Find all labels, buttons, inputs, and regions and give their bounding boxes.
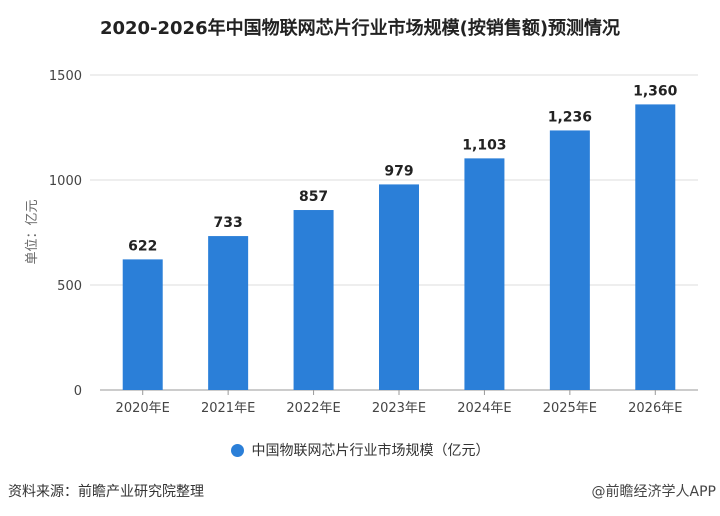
x-tick-label: 2024年E <box>457 401 511 416</box>
data-label: 733 <box>214 215 243 231</box>
legend-marker <box>230 444 244 457</box>
x-tick-label: 2020年E <box>116 401 170 416</box>
bar <box>122 259 163 390</box>
bar <box>464 158 505 390</box>
x-tick-label: 2021年E <box>201 401 255 416</box>
data-label: 857 <box>299 189 328 205</box>
bar-chart: 0 500 1000 1500 单位：亿元 622 2020年E 733 2021年E 857 20… <box>25 69 698 416</box>
y-tick-label: 1000 <box>49 174 82 189</box>
x-tick-label: 2022年E <box>286 401 340 416</box>
bar <box>208 236 249 390</box>
y-axis-label: 单位：亿元 <box>25 199 40 264</box>
data-label: 979 <box>384 163 413 179</box>
y-tick-label: 0 <box>74 384 82 399</box>
y-tick-label: 1500 <box>49 69 82 84</box>
x-tick-label: 2026年E <box>628 401 682 416</box>
data-label: 622 <box>128 238 157 254</box>
bar <box>379 184 419 390</box>
y-tick-label: 500 <box>57 279 82 294</box>
x-tick-label: 2023年E <box>372 401 426 416</box>
legend-label: 中国物联网芯片行业市场规模（亿元） <box>251 443 490 459</box>
data-label: 1,103 <box>462 137 506 153</box>
chart-title: 2020-2026年中国物联网芯片行业市场规模(按销售额)预测情况 <box>99 18 621 39</box>
credit: @前瞻经济学人APP <box>591 484 716 500</box>
x-tick-label: 2025年E <box>543 401 597 416</box>
bar <box>635 104 676 391</box>
bar <box>293 210 334 390</box>
legend: 中国物联网芯片行业市场规模（亿元） <box>0 440 720 460</box>
data-label: 1,360 <box>633 83 678 99</box>
data-label: 1,236 <box>548 109 592 125</box>
bar <box>549 130 590 390</box>
source-note: 资料来源：前瞻产业研究院整理 <box>8 484 204 500</box>
